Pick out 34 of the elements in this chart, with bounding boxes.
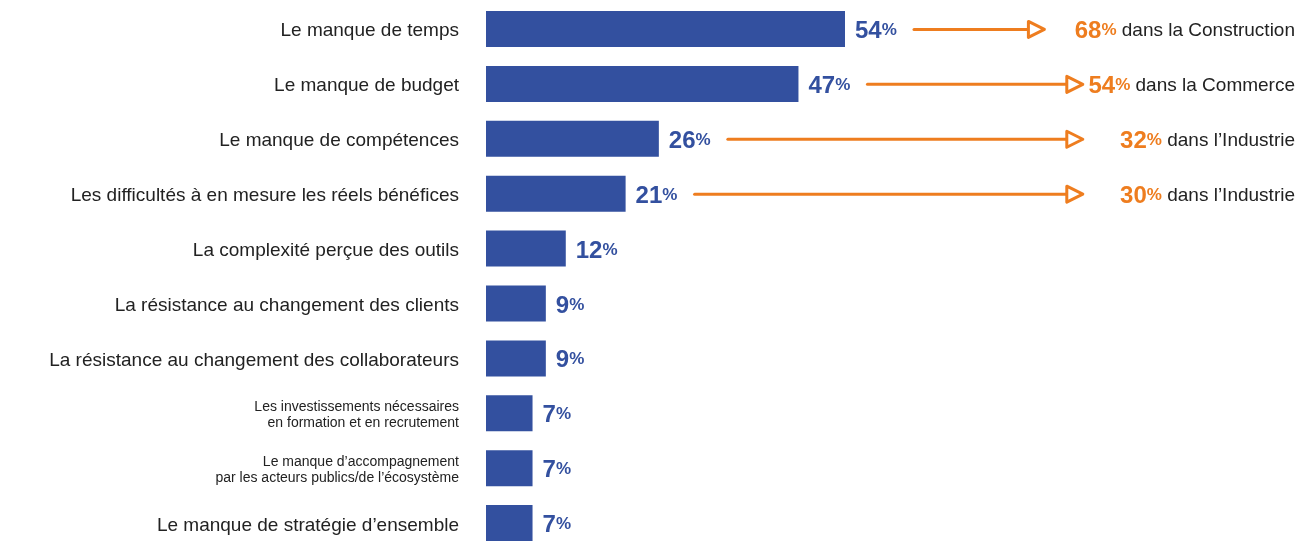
y-tick-label: La résistance au changement des clients: [114, 293, 459, 315]
data-label: 54%: [855, 15, 897, 43]
text: 30% dans l’Industrie: [1120, 180, 1295, 208]
y-tick-label: Le manque d’accompagnement par les acteurs publics/de l’écosystème: [215, 452, 460, 485]
data-label: 47%: [808, 70, 851, 98]
data-label: 9%: [555, 344, 585, 372]
data-label: 26%: [668, 125, 711, 153]
bar: [486, 285, 546, 322]
data-label: 21%: [635, 180, 678, 208]
y-tick-label: Le manque de temps: [280, 18, 459, 40]
text: 32% dans l’Industrie: [1120, 125, 1295, 153]
bar: [486, 450, 533, 487]
data-label: 12%: [575, 235, 618, 263]
y-tick-label: La complexité perçue des outils: [192, 238, 459, 260]
bar: [486, 175, 626, 212]
bar: [486, 230, 566, 267]
text: 68% dans la Construction: [1074, 15, 1295, 43]
data-label: 7%: [542, 454, 572, 482]
y-tick-label: Le manque de stratégie d’ensemble: [156, 513, 459, 535]
bar: [486, 120, 659, 157]
bar: [486, 505, 533, 542]
bar: [486, 11, 845, 47]
y-tick-label: Les difficultés à en mesure les réels bénéfices: [70, 183, 459, 205]
text: 54% dans la Commerce: [1088, 70, 1295, 98]
y-tick-label: Le manque de budget: [274, 73, 460, 95]
y-tick-label: Le manque de compétences: [219, 128, 459, 150]
bar: [486, 395, 533, 432]
y-tick-label: Les investissements nécessaires en formation et en recrutement: [254, 397, 460, 430]
data-label: 7%: [542, 399, 572, 427]
bar: [486, 65, 799, 102]
data-label: 9%: [555, 290, 585, 317]
data-label: 7%: [542, 509, 572, 537]
bar: [486, 340, 546, 377]
y-tick-label: La résistance au changement des collaborateurs: [49, 348, 459, 370]
